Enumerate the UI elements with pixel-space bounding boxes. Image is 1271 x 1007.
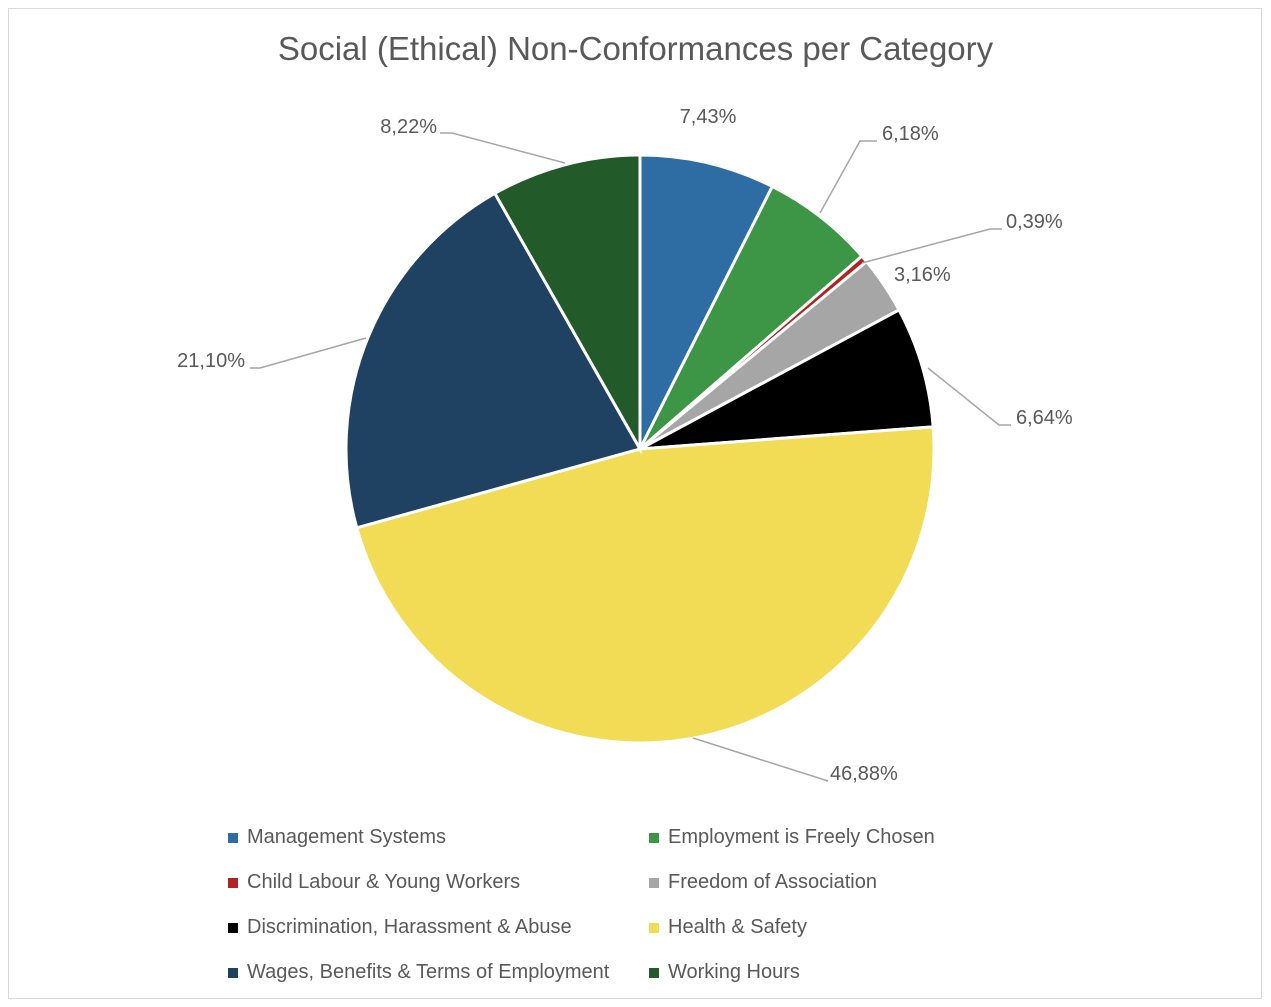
legend-item: Wages, Benefits & Terms of Employment xyxy=(228,961,649,984)
leader-line xyxy=(440,132,566,164)
data-label: 21,10% xyxy=(177,350,245,372)
legend-swatch xyxy=(228,832,238,843)
pie-slice-health-safety xyxy=(354,425,936,745)
data-label: 8,22% xyxy=(380,116,437,138)
legend-label: Child Labour & Young Workers xyxy=(247,871,521,893)
legend-swatch xyxy=(649,967,659,978)
leader-line xyxy=(819,140,877,214)
legend-label: Freedom of Association xyxy=(668,871,877,893)
pie-slice-wages-benefits-terms-of-employment xyxy=(344,191,643,530)
legend-swatch xyxy=(649,922,659,933)
legend-item: Child Labour & Young Workers xyxy=(228,871,649,894)
leader-line xyxy=(927,367,1011,426)
legend-item: Freedom of Association xyxy=(649,871,1029,894)
pie-slice-management-systems xyxy=(638,153,775,450)
legend-item: Health & Safety xyxy=(649,916,1029,939)
legend-swatch xyxy=(649,832,659,843)
data-label: 0,39% xyxy=(1006,211,1063,233)
legend-swatch xyxy=(228,967,238,978)
chart-legend: Management Systems Employment is Freely C… xyxy=(228,826,1028,984)
legend-label: Wages, Benefits & Terms of Employment xyxy=(247,961,610,983)
leader-line xyxy=(250,337,367,369)
legend-label: Working Hours xyxy=(668,961,800,983)
legend-item: Working Hours xyxy=(649,961,1029,984)
data-label: 3,16% xyxy=(894,264,951,286)
data-label: 6,64% xyxy=(1016,407,1073,429)
data-label: 6,18% xyxy=(882,123,939,145)
pie-slice-discrimination-harassment-abuse xyxy=(639,307,935,451)
legend-label: Management Systems xyxy=(247,826,446,848)
legend-swatch xyxy=(649,877,659,888)
legend-label: Employment is Freely Chosen xyxy=(668,826,935,848)
legend-swatch xyxy=(228,922,238,933)
leader-line xyxy=(692,737,829,782)
legend-item: Management Systems xyxy=(228,826,649,849)
pie-slice-working-hours xyxy=(492,153,642,455)
data-label: 7,43% xyxy=(680,106,737,128)
chart-title: Social (Ethical) Non-Conformances per Ca… xyxy=(277,30,994,67)
legend-item: Discrimination, Harassment & Abuse xyxy=(228,916,649,939)
legend-label: Health & Safety xyxy=(668,916,807,938)
leader-line xyxy=(861,228,1002,264)
legend-label: Discrimination, Harassment & Abuse xyxy=(247,916,572,938)
legend-swatch xyxy=(228,877,238,888)
legend-item: Employment is Freely Chosen xyxy=(649,826,1029,849)
data-label: 46,88% xyxy=(830,763,898,785)
